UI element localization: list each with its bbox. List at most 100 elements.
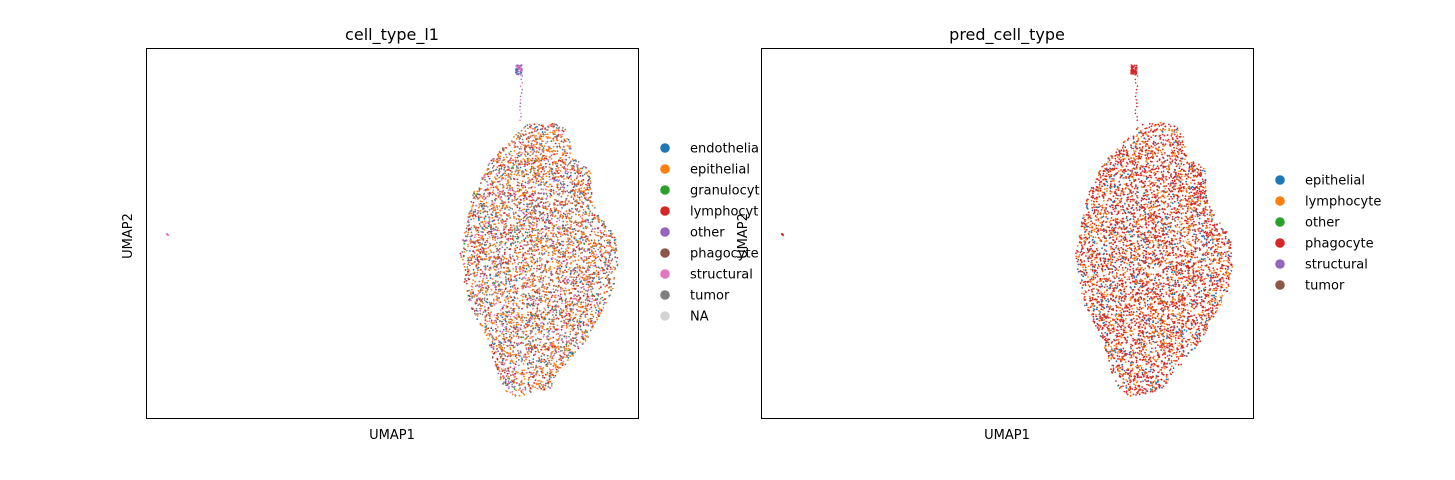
data-point: [540, 367, 542, 370]
data-point: [484, 198, 486, 200]
data-point: [510, 278, 513, 281]
data-point: [603, 233, 605, 236]
data-point: [567, 278, 570, 281]
data-point: [523, 360, 526, 362]
data-point: [613, 282, 616, 285]
data-point: [611, 249, 614, 251]
data-point: [484, 309, 486, 312]
data-point: [522, 282, 525, 285]
data-point: [606, 276, 608, 279]
data-point: [596, 282, 599, 285]
data-point: [576, 191, 579, 194]
data-point: [479, 212, 482, 215]
data-point: [467, 290, 469, 292]
data-point: [549, 370, 551, 373]
data-point: [510, 178, 512, 181]
data-point: [551, 224, 554, 226]
data-point: [529, 226, 531, 229]
data-point: [497, 316, 500, 318]
data-point: [473, 190, 476, 193]
data-point: [530, 163, 533, 165]
data-point: [563, 324, 565, 327]
data-point: [549, 131, 551, 134]
data-point: [496, 186, 498, 189]
data-point: [526, 271, 528, 273]
data-point: [581, 174, 584, 177]
data-point: [524, 281, 527, 284]
data-point: [595, 281, 598, 283]
data-point: [493, 320, 496, 322]
data-point: [504, 231, 506, 234]
data-point: [552, 189, 555, 192]
data-point: [527, 250, 529, 253]
data-point: [560, 328, 563, 331]
data-point: [541, 204, 544, 207]
data-point: [535, 236, 537, 239]
data-point: [600, 309, 603, 311]
data-point: [546, 328, 549, 330]
data-point: [497, 350, 499, 353]
data-point: [487, 225, 490, 228]
data-point: [591, 218, 594, 221]
data-point: [544, 299, 547, 301]
data-point: [581, 219, 584, 221]
data-point: [497, 222, 500, 225]
data-point: [475, 254, 478, 257]
data-point: [544, 309, 547, 311]
data-point: [584, 277, 586, 280]
data-point: [521, 233, 524, 235]
data-point: [516, 238, 519, 240]
data-point: [511, 393, 514, 396]
data-point: [495, 331, 497, 333]
data-point: [499, 288, 502, 291]
data-point: [559, 350, 562, 352]
data-point: [555, 311, 558, 314]
data-point: [535, 339, 537, 342]
data-point: [575, 313, 577, 316]
data-point: [570, 240, 573, 242]
data-point: [587, 236, 589, 238]
data-point: [520, 272, 523, 275]
data-point: [565, 152, 568, 155]
data-point: [512, 291, 515, 294]
data-point: [542, 231, 544, 234]
data-point: [520, 261, 523, 264]
data-point: [545, 155, 547, 158]
data-point: [472, 201, 475, 204]
data-point: [538, 289, 541, 291]
data-point: [594, 250, 597, 253]
data-point: [502, 318, 505, 321]
data-point: [483, 205, 486, 208]
data-point: [495, 256, 497, 259]
data-point: [524, 219, 527, 222]
data-point: [572, 260, 575, 262]
data-point: [483, 293, 486, 296]
data-point: [585, 227, 587, 230]
data-point: [551, 122, 554, 125]
data-point: [600, 243, 603, 246]
data-point: [491, 201, 494, 203]
data-point: [507, 173, 510, 175]
data-point: [466, 233, 469, 236]
data-point: [531, 318, 533, 320]
data-point: [587, 284, 590, 286]
data-point: [559, 334, 561, 337]
data-point: [509, 295, 511, 298]
data-point: [520, 189, 523, 191]
data-point: [534, 216, 537, 218]
data-point: [566, 223, 569, 226]
data-point: [514, 241, 517, 244]
data-point: [488, 219, 491, 221]
data-point: [610, 289, 613, 292]
data-point: [509, 366, 512, 368]
data-point: [476, 267, 479, 270]
data-point: [528, 294, 531, 297]
data-point: [470, 226, 473, 229]
data-point: [600, 253, 603, 256]
data-point: [572, 186, 575, 189]
data-point: [528, 376, 530, 379]
data-point: [544, 131, 546, 134]
data-point: [542, 188, 545, 191]
data-point: [479, 256, 482, 258]
data-point: [531, 250, 534, 253]
